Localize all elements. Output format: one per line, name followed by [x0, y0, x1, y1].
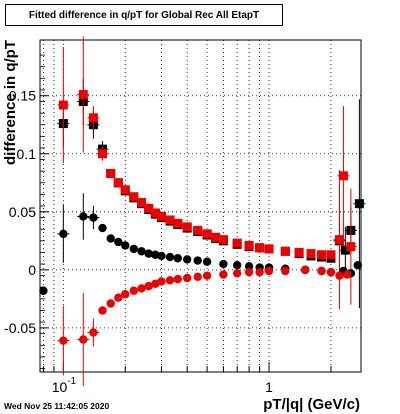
data-marker-circle [137, 284, 146, 293]
data-marker-square [88, 113, 98, 123]
data-marker-circle [59, 336, 68, 345]
data-marker-circle [165, 252, 175, 262]
data-marker-square [173, 218, 183, 228]
data-marker-circle [173, 254, 182, 263]
data-marker-square [334, 235, 344, 245]
data-marker-circle [59, 229, 68, 239]
data-marker-square [129, 192, 139, 202]
data-marker-circle [121, 241, 130, 250]
data-marker-square [78, 90, 88, 100]
tick-labels: -0.05 0 0.05 0.1 0.15 10 -1 1 [4, 88, 273, 395]
data-marker-square [202, 229, 212, 239]
data-marker-square [156, 211, 166, 221]
data-marker-circle [79, 212, 88, 221]
data-marker-square [218, 235, 228, 245]
y-tick-label: 0.1 [17, 146, 37, 162]
data-marker-circle [89, 213, 98, 222]
data-marker-square [58, 100, 68, 110]
data-marker-square [144, 203, 154, 213]
chart-title: Fitted difference in q/pT for Global Rec… [5, 4, 283, 26]
data-marker-square [106, 168, 116, 178]
data-marker-circle [193, 256, 202, 265]
data-marker-circle [219, 270, 228, 279]
data-marker-circle [98, 306, 107, 315]
data-marker-square [264, 244, 274, 254]
data-marker-square [165, 215, 175, 225]
data-marker-circle [173, 274, 182, 284]
data-marker-circle [129, 286, 138, 295]
data-points [39, 36, 366, 386]
data-marker-square [317, 250, 327, 260]
data-marker-square [280, 246, 290, 256]
data-marker-square [294, 247, 304, 257]
y-tick-label: 0 [28, 262, 36, 278]
data-marker-circle [202, 257, 212, 266]
data-marker-circle [255, 267, 264, 277]
data-marker-circle [182, 255, 192, 264]
data-marker-circle [232, 261, 242, 270]
data-marker-circle [121, 290, 130, 299]
data-marker-circle [157, 277, 166, 286]
data-marker-circle [317, 266, 326, 276]
data-marker-circle [326, 267, 336, 277]
data-marker-circle [343, 270, 352, 279]
data-marker-square [150, 208, 160, 218]
grid-lines [40, 40, 361, 372]
data-marker-circle [202, 271, 212, 280]
data-marker-circle [193, 272, 202, 282]
data-marker-square [182, 222, 192, 232]
data-marker-circle [137, 247, 146, 256]
x-tick-label: 1 [265, 379, 273, 395]
data-marker-circle [182, 273, 192, 283]
data-marker-circle [165, 276, 175, 285]
data-marker-circle [157, 251, 166, 261]
data-marker-circle [353, 261, 362, 270]
data-marker-square [306, 249, 316, 259]
data-marker-circle [281, 266, 290, 276]
data-marker-square [340, 245, 350, 255]
data-marker-square [326, 250, 336, 260]
data-marker-square [120, 185, 130, 195]
data-marker-square [211, 232, 221, 242]
plot-frame [39, 39, 362, 373]
data-marker-square [193, 225, 203, 235]
data-marker-circle [79, 335, 88, 344]
y-axis-label: difference in q/pT [2, 40, 19, 166]
data-marker-square [338, 171, 348, 181]
data-marker-circle [89, 328, 98, 337]
data-marker-circle [219, 259, 228, 269]
data-marker-circle [129, 244, 138, 254]
data-marker-square [232, 238, 242, 248]
data-marker-square [137, 198, 147, 208]
data-marker-circle [264, 266, 274, 276]
data-marker-circle [335, 271, 344, 280]
data-marker-square [244, 240, 254, 250]
data-marker-square [346, 242, 356, 252]
x-tick-exponent: -1 [67, 376, 76, 387]
y-tick-label: 0.05 [9, 204, 36, 220]
y-tick-label: 0.15 [9, 88, 36, 104]
data-marker-circle [106, 234, 115, 243]
data-marker-square [354, 199, 364, 209]
data-marker-circle [114, 237, 123, 247]
data-marker-circle [244, 267, 254, 277]
data-marker-circle [144, 249, 153, 258]
data-marker-circle [301, 265, 310, 275]
data-marker-circle [244, 262, 254, 271]
data-marker-square [113, 178, 123, 188]
data-marker-circle [232, 269, 242, 278]
data-marker-circle [98, 223, 107, 233]
footer-timestamp: Wed Nov 25 11:42:05 2020 [4, 401, 110, 411]
y-tick-label: -0.05 [4, 320, 36, 336]
data-marker-square [255, 243, 265, 253]
x-tick-label: 10 [52, 379, 68, 395]
data-marker-circle [106, 299, 115, 308]
data-marker-square [97, 149, 107, 159]
data-marker-circle [39, 286, 48, 295]
axes [39, 39, 362, 373]
x-axis-label: pT/|q| (GeV/c) [263, 396, 360, 413]
data-marker-circle [114, 293, 123, 302]
data-marker-circle [144, 281, 153, 291]
